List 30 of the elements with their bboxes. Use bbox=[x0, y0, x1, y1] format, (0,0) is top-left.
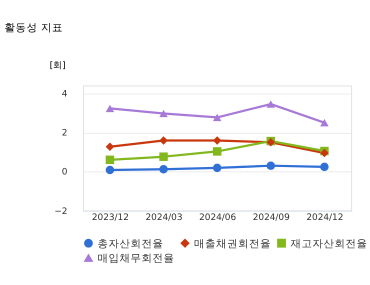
x-tick-label: 2024/03 bbox=[145, 213, 183, 224]
y-tick-label: 4 bbox=[62, 89, 68, 100]
y-tick-label: 2 bbox=[62, 128, 68, 139]
point bbox=[212, 147, 222, 156]
point bbox=[106, 142, 114, 151]
point bbox=[106, 156, 114, 164]
y-tick-label: 0 bbox=[62, 168, 68, 178]
point bbox=[212, 164, 222, 172]
point bbox=[159, 164, 168, 174]
point bbox=[106, 166, 114, 174]
point bbox=[159, 152, 168, 161]
legend-label: 매입채무회전율 bbox=[97, 252, 174, 265]
legend-label: 매출채권회전율 bbox=[194, 236, 271, 250]
point bbox=[266, 100, 276, 108]
x-tick-label: 2024/12 bbox=[306, 213, 344, 224]
y-axis-title: [회] bbox=[50, 61, 66, 72]
point bbox=[159, 110, 168, 118]
x-tick-label: 2024/06 bbox=[199, 213, 236, 224]
point bbox=[266, 161, 276, 170]
point bbox=[212, 114, 222, 122]
point bbox=[106, 104, 114, 112]
y-tick-label: −2 bbox=[54, 206, 68, 217]
chart-title: 활동성 지표 bbox=[4, 21, 63, 34]
legend-label: 재고자산회전율 bbox=[290, 236, 368, 250]
point bbox=[159, 136, 168, 145]
x-tick-label: 2024/09 bbox=[252, 213, 290, 224]
legend-label: 총자산회전율 bbox=[97, 236, 164, 250]
point bbox=[320, 162, 329, 172]
x-tick-label: 2023/12 bbox=[92, 213, 129, 224]
point bbox=[320, 119, 329, 126]
